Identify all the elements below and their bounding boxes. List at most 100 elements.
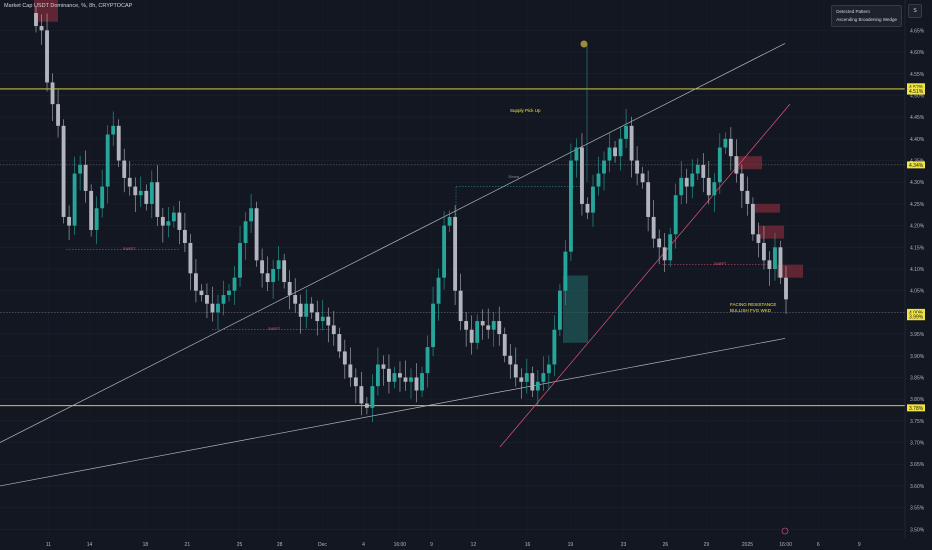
- candle-body: [133, 186, 138, 196]
- candle-body: [502, 334, 507, 356]
- candle-body: [144, 190, 149, 204]
- candle-body: [227, 290, 231, 296]
- candle-body: [398, 373, 402, 378]
- y-tick-label: 4.20%: [910, 224, 925, 230]
- candle-body: [750, 203, 755, 235]
- y-axis: 4.65%4.60%4.55%4.50%4.45%4.40%4.35%4.30%…: [904, 0, 925, 538]
- swept-label-2: SWEPT: [268, 327, 281, 331]
- swept-label-3: SWEPT: [714, 262, 727, 266]
- candle-body: [546, 364, 551, 374]
- candle-body: [83, 164, 88, 191]
- candle-body: [238, 242, 242, 278]
- x-tick-label: 19: [568, 542, 574, 548]
- supply-zone: [758, 225, 784, 239]
- candle-body: [138, 190, 143, 196]
- x-tick-label: 28: [277, 542, 283, 548]
- candle-body: [254, 208, 259, 261]
- price-label: 3.78%: [909, 406, 924, 412]
- price-label-bg: [907, 308, 925, 316]
- y-tick-label: 4.25%: [910, 202, 925, 208]
- candle-body: [607, 147, 612, 161]
- candle-body: [116, 125, 121, 161]
- supply-zone: [777, 264, 803, 278]
- candle-body: [690, 173, 695, 187]
- candle-body: [392, 373, 397, 382]
- candle-body: [249, 208, 254, 222]
- candle-body: [739, 173, 744, 191]
- y-tick-label: 4.60%: [910, 50, 925, 56]
- y-tick-label: 4.15%: [910, 245, 925, 251]
- candle-body: [480, 321, 485, 326]
- trendlines: [0, 40, 791, 535]
- flag-marker: [781, 527, 789, 535]
- y-tick-label: 3.55%: [910, 506, 925, 512]
- y-tick-label: 3.80%: [910, 397, 925, 403]
- candle-body: [613, 147, 617, 157]
- price-label: 4.34%: [909, 163, 924, 169]
- candle-body: [552, 329, 557, 365]
- candle-body: [78, 164, 83, 174]
- x-tick-label: 2025: [742, 542, 753, 548]
- candle-body: [591, 186, 595, 213]
- supply-pick-up-label: Supply Pick Up: [510, 108, 541, 113]
- candle-body: [100, 186, 105, 209]
- price-label-bg: [907, 404, 925, 412]
- candle-body: [105, 134, 110, 187]
- candle-body: [728, 138, 733, 157]
- candle-body: [519, 377, 524, 382]
- pink-trendline: [499, 103, 791, 448]
- candle-body: [513, 364, 518, 378]
- candle-body: [232, 277, 237, 291]
- candle-body: [673, 195, 678, 235]
- candle-body: [475, 321, 480, 343]
- candle-body: [67, 216, 72, 226]
- candle-body: [602, 160, 606, 174]
- detected-pattern-badge[interactable]: Detected Pattern Ascending Broadening We…: [831, 5, 902, 27]
- bullish-fvg-label: BULLISH FVG WKD: [730, 308, 772, 313]
- candle-body: [530, 373, 535, 391]
- upper-wedge-line: [0, 43, 786, 443]
- x-tick-label: 9: [430, 542, 433, 548]
- y-tick-label: 3.65%: [910, 462, 925, 468]
- candle-body: [773, 247, 777, 269]
- candle-body: [166, 221, 171, 226]
- candle-body: [381, 364, 386, 369]
- event-marker: [580, 40, 588, 48]
- candle-body: [387, 368, 391, 382]
- candle-body: [486, 325, 491, 330]
- candle-body: [309, 303, 314, 313]
- candles: [34, 6, 788, 423]
- candle-body: [177, 212, 182, 230]
- candle-body: [199, 290, 204, 296]
- candle-body: [39, 26, 44, 31]
- candle-body: [315, 312, 320, 322]
- candle-body: [557, 290, 562, 330]
- candle-body: [210, 303, 215, 313]
- candle-body: [762, 242, 766, 261]
- candle-body: [370, 386, 375, 408]
- badge-line-2: Ascending Broadening Wedge: [836, 17, 897, 22]
- x-tick-label: 4: [362, 542, 365, 548]
- candle-body: [337, 334, 342, 352]
- candle-body: [723, 138, 728, 148]
- candle-body: [188, 242, 193, 274]
- candle-body: [72, 173, 77, 226]
- candle-body: [89, 190, 94, 230]
- price-label-bg: [907, 313, 925, 321]
- candle-body: [635, 160, 640, 174]
- candle-body: [646, 182, 651, 217]
- candle-body: [706, 177, 711, 196]
- candle-body: [221, 295, 226, 304]
- candle-body: [320, 316, 325, 322]
- candle-body: [122, 160, 127, 178]
- x-tick-label: 16:00: [779, 542, 792, 548]
- candle-body: [420, 373, 424, 391]
- candle-body: [684, 177, 689, 187]
- s-button[interactable]: S: [908, 4, 922, 18]
- supply-zones: [34, 0, 803, 343]
- candle-body: [61, 125, 66, 217]
- candle-body: [431, 303, 435, 348]
- x-tick-label: 18: [143, 542, 149, 548]
- candle-body: [458, 290, 463, 322]
